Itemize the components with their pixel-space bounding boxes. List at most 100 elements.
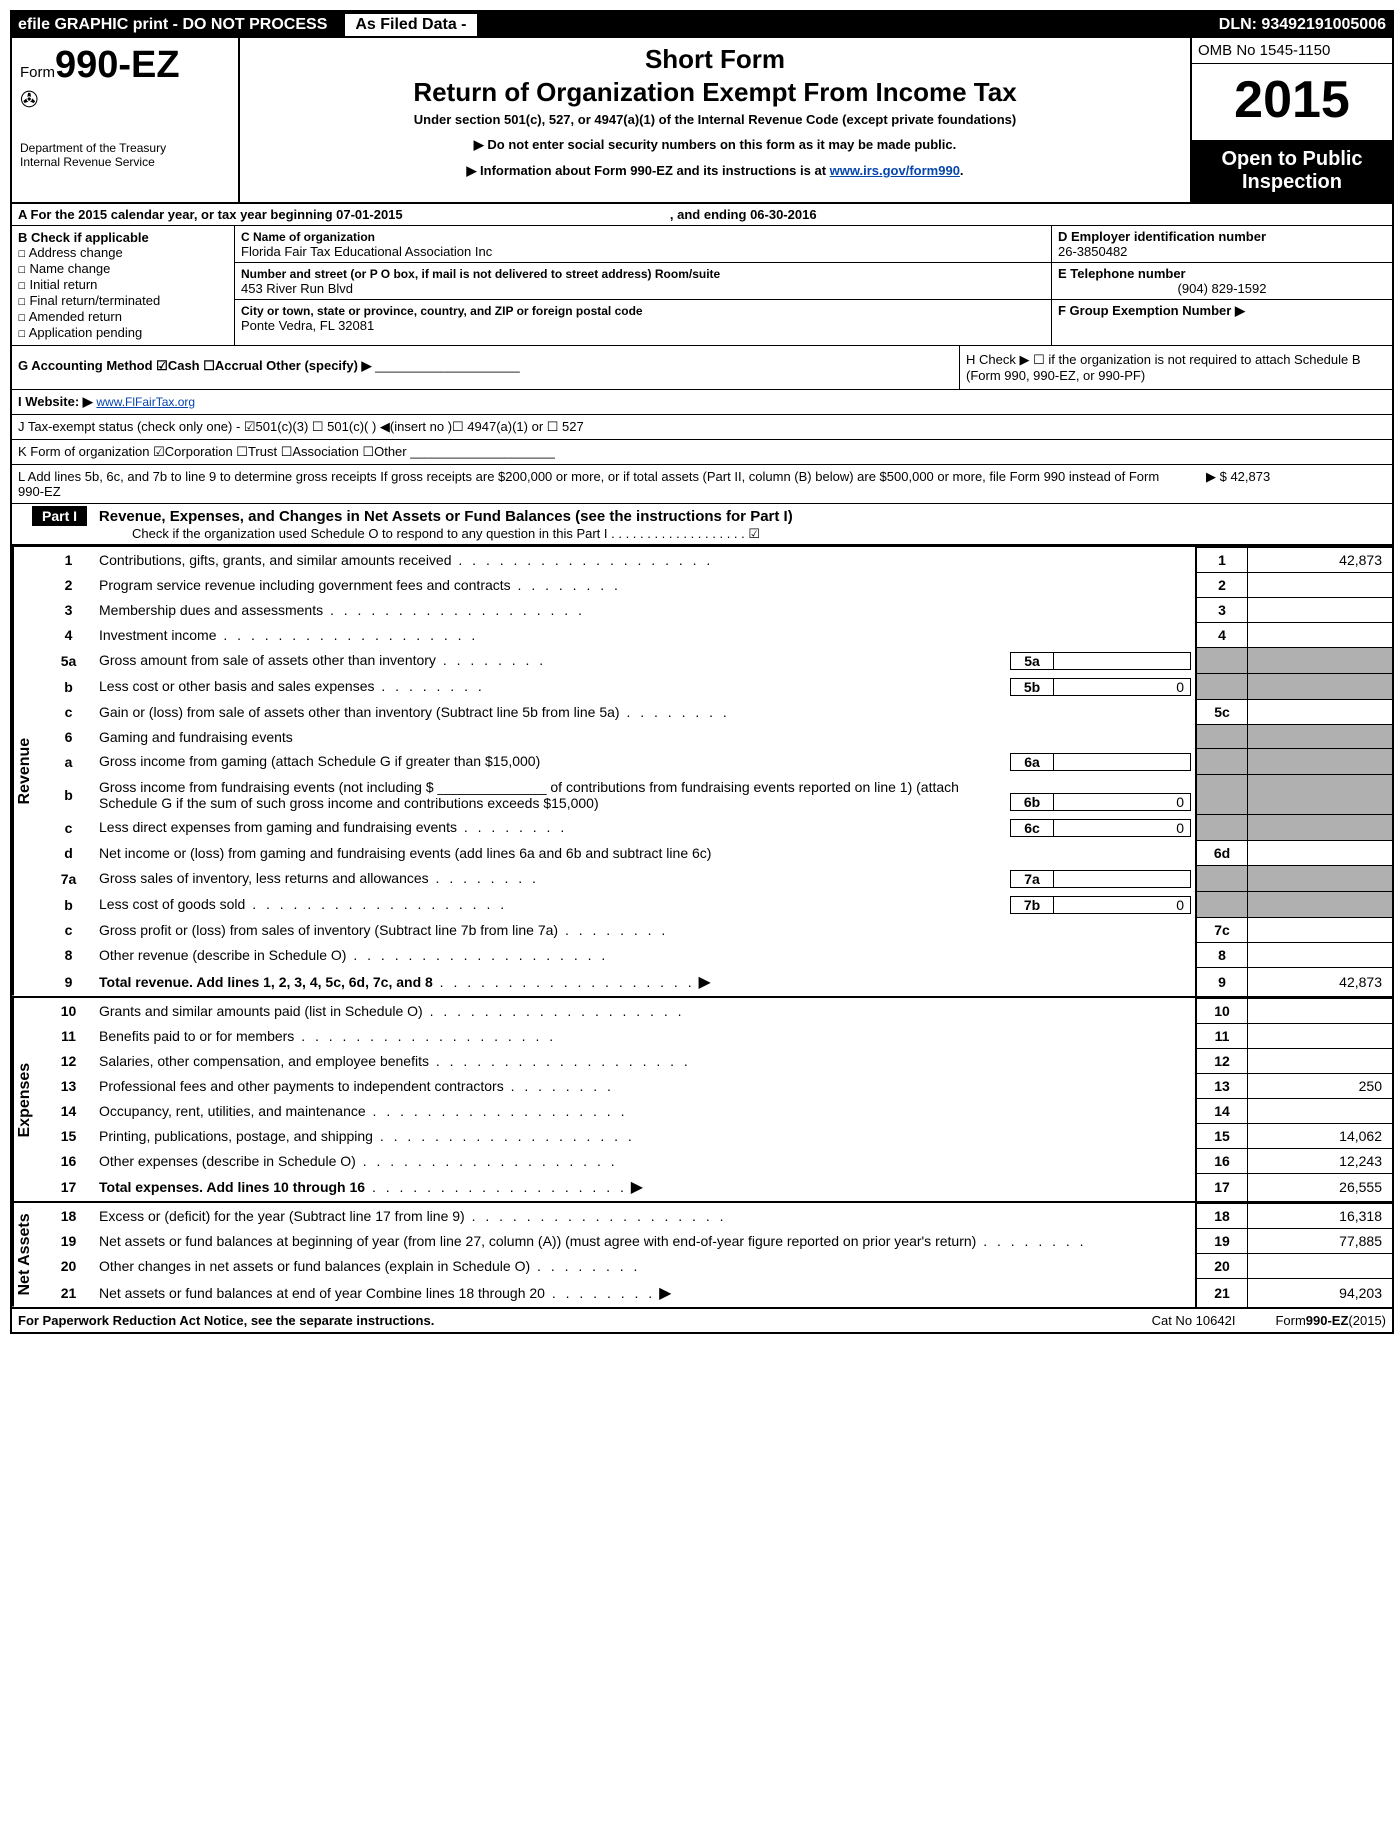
l6b-val: 0 (1054, 793, 1191, 811)
l6c-val: 0 (1054, 819, 1191, 837)
c-name-val: Florida Fair Tax Educational Association… (241, 244, 492, 259)
l2-desc: Program service revenue including govern… (99, 577, 511, 593)
l6b-desc: Gross income from fundraising events (no… (99, 779, 1010, 811)
c-addr-val: 453 River Run Blvd (241, 281, 353, 296)
l3-desc: Membership dues and assessments (99, 602, 323, 618)
d-ein-lbl: D Employer identification number (1058, 229, 1266, 244)
netassets-vlabel: Net Assets (12, 1203, 42, 1307)
l10-desc: Grants and similar amounts paid (list in… (99, 1003, 423, 1019)
l19-desc: Net assets or fund balances at beginning… (99, 1233, 976, 1249)
form-title: Return of Organization Exempt From Incom… (250, 77, 1180, 108)
open-inspection: Open to Public Inspection (1192, 140, 1392, 202)
c-city-val: Ponte Vedra, FL 32081 (241, 318, 374, 333)
row-g: G Accounting Method ☑Cash ☐Accrual Other… (12, 346, 960, 389)
asfiled-box: As Filed Data - (345, 14, 476, 36)
l16-val: 12,243 (1248, 1148, 1393, 1173)
c-addr-lbl: Number and street (or P O box, if mail i… (241, 267, 720, 281)
l5b-desc: Less cost or other basis and sales expen… (99, 678, 375, 694)
part1-badge: Part I (32, 506, 87, 526)
row-a-end: 06-30-2016 (750, 207, 817, 222)
l13-val: 250 (1248, 1073, 1393, 1098)
l21-desc: Net assets or fund balances at end of ye… (99, 1285, 545, 1301)
l5c-desc: Gain or (loss) from sale of assets other… (99, 704, 620, 720)
l7a-desc: Gross sales of inventory, less returns a… (99, 870, 429, 886)
c-name-lbl: C Name of organization (241, 230, 375, 244)
c-addr: Number and street (or P O box, if mail i… (235, 263, 1051, 300)
row-a-begin: 07-01-2015 (336, 207, 403, 222)
omb-number: OMB No 1545-1150 (1192, 38, 1392, 64)
footer-mid: Cat No 10642I (1112, 1313, 1276, 1328)
k-text: K Form of organization ☑Corporation ☐Tru… (18, 444, 407, 459)
l12-desc: Salaries, other compensation, and employ… (99, 1053, 429, 1069)
chk-address: ☐ (18, 246, 26, 261)
open-line1: Open to Public (1221, 148, 1362, 170)
l8-desc: Other revenue (describe in Schedule O) (99, 947, 346, 963)
efile-label: efile GRAPHIC print - DO NOT PROCESS (18, 16, 327, 34)
short-form-label: Short Form (250, 44, 1180, 75)
chk-initial: ☐ (18, 278, 26, 293)
l9-val: 42,873 (1248, 968, 1393, 996)
expenses-vlabel: Expenses (12, 998, 42, 1202)
part1-check: Check if the organization used Schedule … (12, 526, 1392, 542)
revenue-vlabel: Revenue (12, 547, 42, 996)
footer-right: Form990-EZ(2015) (1275, 1313, 1386, 1328)
b-item-4: Amended return (29, 309, 122, 324)
form-subtitle: Under section 501(c), 527, or 4947(a)(1)… (250, 112, 1180, 127)
b-item-1: Name change (29, 261, 110, 276)
row-h: H Check ▶ ☐ if the organization is not r… (960, 346, 1392, 389)
l17-desc: Total expenses. Add lines 10 through 16 (99, 1179, 365, 1195)
form-no: 990-EZ (55, 44, 180, 86)
f-group: F Group Exemption Number ▶ (1052, 300, 1392, 322)
website-link[interactable]: www.FlFairTax.org (96, 395, 195, 409)
expenses-section: Expenses 10Grants and similar amounts pa… (12, 996, 1392, 1202)
l17-val: 26,555 (1248, 1173, 1393, 1201)
c-city: City or town, state or province, country… (235, 300, 1051, 336)
row-i: I Website: ▶ www.FlFairTax.org (12, 390, 1392, 415)
col-def: D Employer identification number 26-3850… (1052, 226, 1392, 345)
l19-val: 77,885 (1248, 1229, 1393, 1254)
part1-header-row: Part I Revenue, Expenses, and Changes in… (12, 504, 1392, 545)
revenue-section: Revenue 1Contributions, gifts, grants, a… (12, 545, 1392, 996)
header: Form990-EZ ✇ Department of the Treasury … (12, 38, 1392, 204)
l5b-val: 0 (1054, 678, 1191, 696)
l13-desc: Professional fees and other payments to … (99, 1078, 504, 1094)
open-line2: Inspection (1242, 171, 1342, 193)
l20-desc: Other changes in net assets or fund bala… (99, 1258, 530, 1274)
footer: For Paperwork Reduction Act Notice, see … (12, 1307, 1392, 1332)
c-city-lbl: City or town, state or province, country… (241, 304, 643, 318)
chk-pending: ☐ (18, 326, 26, 341)
e-tel-lbl: E Telephone number (1058, 266, 1186, 281)
netassets-section: Net Assets 18Excess or (deficit) for the… (12, 1201, 1392, 1307)
l6a-desc: Gross income from gaming (attach Schedul… (99, 753, 540, 769)
l1-desc: Contributions, gifts, grants, and simila… (99, 552, 452, 568)
info-link-row: ▶ Information about Form 990-EZ and its … (250, 163, 1180, 179)
b-item-0: Address change (29, 245, 123, 260)
l4-desc: Investment income (99, 627, 217, 643)
row-j: J Tax-exempt status (check only one) - ☑… (12, 415, 1392, 440)
tax-year: 2015 (1192, 64, 1392, 140)
d-ein: D Employer identification number 26-3850… (1052, 226, 1392, 263)
c-name: C Name of organization Florida Fair Tax … (235, 226, 1051, 263)
chk-final: ☐ (18, 294, 26, 309)
footer-form-pre: Form (1275, 1313, 1305, 1328)
l6d-desc: Net income or (loss) from gaming and fun… (95, 841, 1196, 866)
g-label: G Accounting Method ☑Cash ☐Accrual Other… (18, 358, 372, 373)
block-bcdef: B Check if applicable ☐ Address change ☐… (12, 226, 1392, 346)
form-prefix: Form (20, 64, 55, 81)
chk-amended: ☐ (18, 310, 26, 325)
irs-link[interactable]: www.irs.gov/form990 (830, 163, 960, 178)
l-amount: ▶ $ 42,873 (1186, 469, 1386, 499)
info-pre: ▶ Information about Form 990-EZ and its … (466, 163, 829, 178)
asfiled-wrap: As Filed Data - (327, 14, 1218, 36)
l21-val: 94,203 (1248, 1279, 1393, 1307)
l1-val: 42,873 (1248, 548, 1393, 573)
dept-treasury: Department of the Treasury (20, 141, 230, 155)
part1-title: Revenue, Expenses, and Changes in Net As… (91, 508, 793, 525)
d-ein-val: 26-3850482 (1058, 244, 1127, 259)
efile-topbar: efile GRAPHIC print - DO NOT PROCESS As … (12, 12, 1392, 38)
row-l: L Add lines 5b, 6c, and 7b to line 9 to … (12, 465, 1392, 504)
f-group-lbl: F Group Exemption Number ▶ (1058, 303, 1245, 318)
ssn-warning: ▶ Do not enter social security numbers o… (250, 137, 1180, 153)
row-a-label: A For the 2015 calendar year, or tax yea… (18, 207, 336, 222)
l11-desc: Benefits paid to or for members (99, 1028, 294, 1044)
